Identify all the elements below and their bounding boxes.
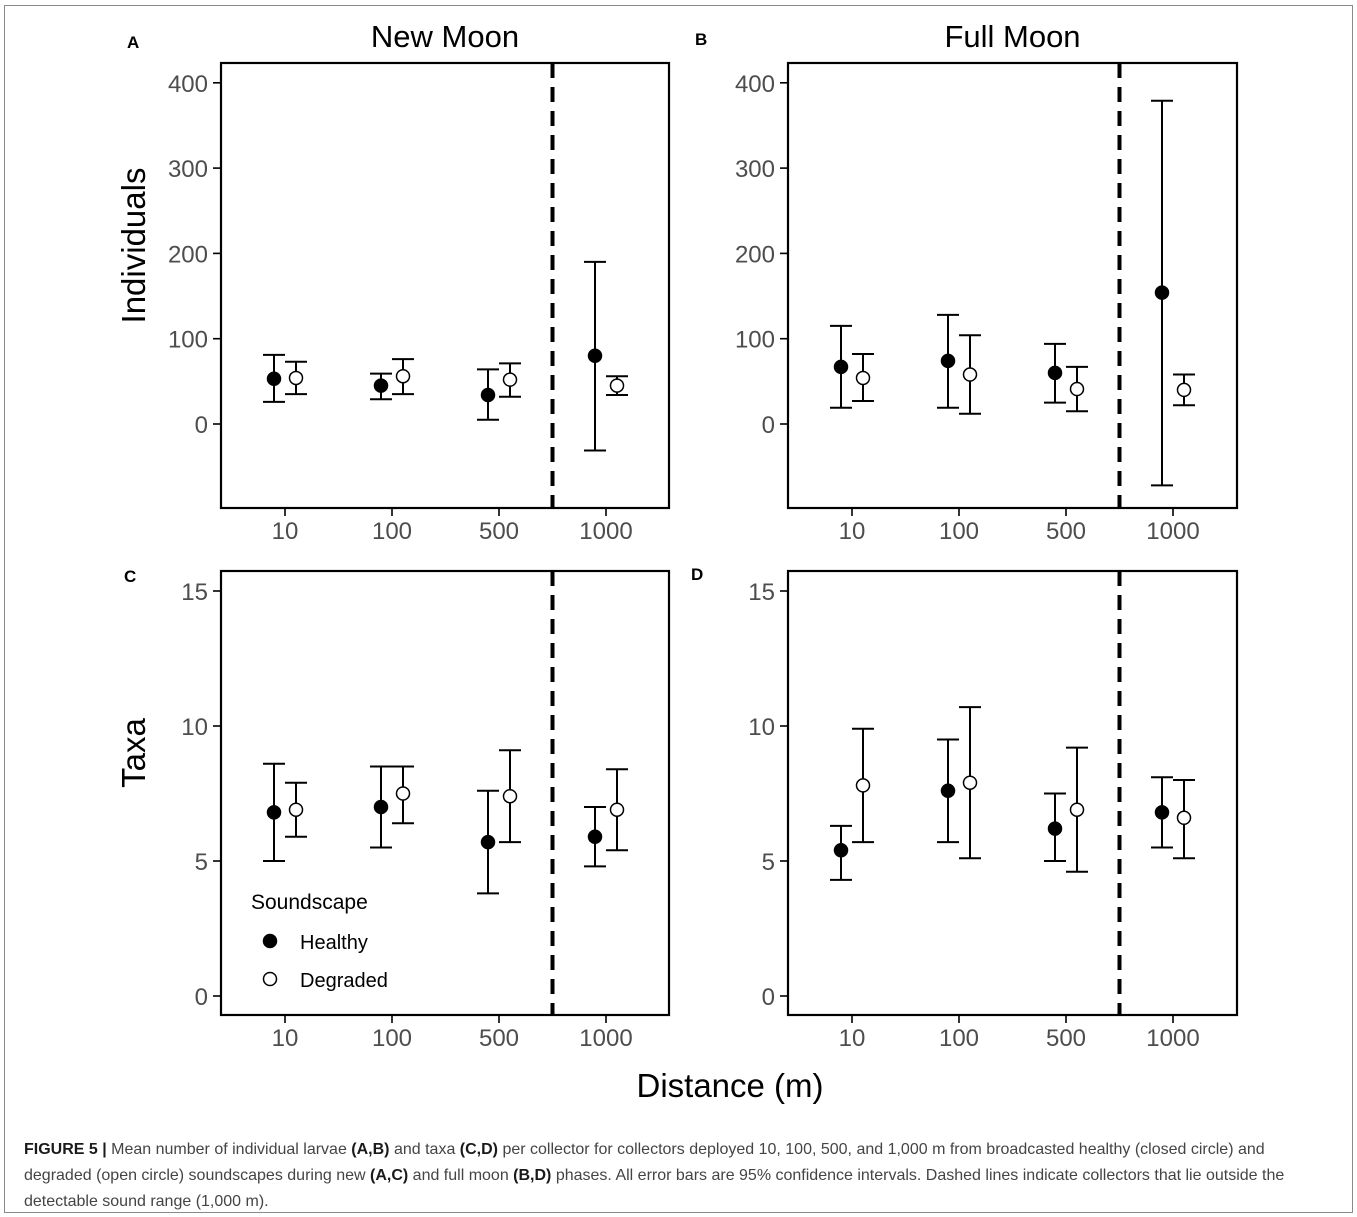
x-tick-label: 1000 xyxy=(1146,518,1199,545)
point-healthy xyxy=(373,799,389,815)
x-tick-label: 1000 xyxy=(579,1025,632,1052)
x-axis-label: Distance (m) xyxy=(636,1067,823,1104)
point-healthy xyxy=(1154,805,1170,820)
point-healthy xyxy=(266,371,282,387)
y-tick-label: 15 xyxy=(748,579,775,606)
caption-panel-ref: (A,C) xyxy=(370,1167,409,1184)
x-tick-label: 100 xyxy=(372,518,412,545)
x-tick-label: 500 xyxy=(1046,518,1086,545)
y-axis-label: Taxa xyxy=(115,718,152,788)
point-healthy xyxy=(587,348,603,364)
caption-panel-ref: (A,B) xyxy=(351,1141,390,1158)
caption-panel-ref: (C,D) xyxy=(459,1141,499,1158)
panel-border-C xyxy=(219,569,671,1017)
point-healthy xyxy=(480,387,496,403)
legend-label-healthy: Healthy xyxy=(300,932,368,954)
point-degraded xyxy=(502,788,518,804)
x-tick-label: 10 xyxy=(272,518,299,545)
point-degraded xyxy=(1176,810,1192,826)
y-tick-label: 0 xyxy=(762,984,775,1011)
point-degraded xyxy=(855,778,871,793)
point-degraded xyxy=(502,372,518,387)
caption-segment: Mean number of individual larvae xyxy=(106,1141,352,1158)
x-tick-label: 100 xyxy=(939,1025,979,1052)
caption-segment: and taxa xyxy=(389,1141,460,1158)
point-degraded xyxy=(395,786,411,801)
caption-segment: phases. All error bars are 95% confidenc… xyxy=(24,1167,1285,1210)
figure-caption: FIGURE 5 | Mean number of individual lar… xyxy=(24,1137,1324,1215)
panel-border-D xyxy=(786,569,1239,1017)
legend-marker-degraded xyxy=(262,971,278,987)
y-tick-label: 10 xyxy=(181,714,208,741)
y-tick-label: 100 xyxy=(735,327,775,354)
caption-label: FIGURE 5 | xyxy=(24,1141,107,1158)
x-tick-label: 10 xyxy=(272,1025,299,1052)
panel-letter-A: A xyxy=(127,33,139,52)
point-degraded xyxy=(855,370,871,386)
panel-title: New Moon xyxy=(371,19,519,54)
point-degraded xyxy=(288,802,304,817)
panel-border-A xyxy=(219,61,671,510)
figure-frame xyxy=(4,5,1353,1213)
point-healthy xyxy=(266,805,282,820)
point-degraded xyxy=(395,368,411,384)
y-tick-label: 300 xyxy=(735,156,775,183)
x-tick-label: 1000 xyxy=(579,518,632,545)
y-tick-label: 200 xyxy=(735,241,775,268)
point-degraded xyxy=(962,367,978,382)
panel-letter-B: B xyxy=(695,30,707,49)
y-tick-label: 5 xyxy=(762,849,775,876)
point-healthy xyxy=(833,359,849,375)
caption-text: Mean number of individual larvae (A,B) a… xyxy=(24,1141,1284,1210)
y-tick-label: 100 xyxy=(168,327,208,354)
x-tick-label: 500 xyxy=(479,518,519,545)
x-tick-label: 500 xyxy=(479,1025,519,1052)
point-healthy xyxy=(1154,285,1170,300)
caption-segment: per collector for collectors deployed 10… xyxy=(24,1141,1265,1184)
x-tick-label: 500 xyxy=(1046,1025,1086,1052)
point-healthy xyxy=(833,842,849,858)
point-degraded xyxy=(1176,382,1192,398)
point-healthy xyxy=(1047,365,1063,381)
point-degraded xyxy=(288,370,304,386)
point-healthy xyxy=(940,783,956,799)
point-healthy xyxy=(480,834,496,850)
x-tick-label: 10 xyxy=(839,1025,866,1052)
caption-segment: and full moon xyxy=(408,1167,514,1184)
panel-border-B xyxy=(786,61,1239,510)
caption-panel-ref: (B,D) xyxy=(513,1167,552,1184)
y-tick-label: 0 xyxy=(762,412,775,439)
point-degraded xyxy=(962,775,978,790)
y-tick-label: 0 xyxy=(195,984,208,1011)
legend-title: Soundscape xyxy=(251,891,368,914)
legend-marker-healthy xyxy=(262,933,278,949)
y-tick-label: 0 xyxy=(195,412,208,439)
y-tick-label: 400 xyxy=(735,71,775,98)
point-healthy xyxy=(1047,821,1063,836)
point-degraded xyxy=(609,802,625,817)
panel-letter-D: D xyxy=(691,565,703,584)
panel-title: Full Moon xyxy=(944,19,1080,54)
x-tick-label: 10 xyxy=(839,518,866,545)
x-tick-label: 100 xyxy=(939,518,979,545)
point-degraded xyxy=(1069,381,1085,397)
y-tick-label: 5 xyxy=(195,849,208,876)
legend-label-degraded: Degraded xyxy=(300,970,388,992)
point-degraded xyxy=(1069,802,1085,817)
y-axis-label: Individuals xyxy=(115,168,152,324)
y-tick-label: 15 xyxy=(181,579,208,606)
x-tick-label: 1000 xyxy=(1146,1025,1199,1052)
point-healthy xyxy=(940,353,956,369)
y-tick-label: 10 xyxy=(748,714,775,741)
point-healthy xyxy=(373,378,389,393)
point-healthy xyxy=(587,829,603,844)
y-tick-label: 300 xyxy=(168,156,208,183)
x-tick-label: 100 xyxy=(372,1025,412,1052)
panel-letter-C: C xyxy=(124,567,136,586)
y-tick-label: 200 xyxy=(168,241,208,268)
y-tick-label: 400 xyxy=(168,71,208,98)
point-degraded xyxy=(609,378,625,393)
